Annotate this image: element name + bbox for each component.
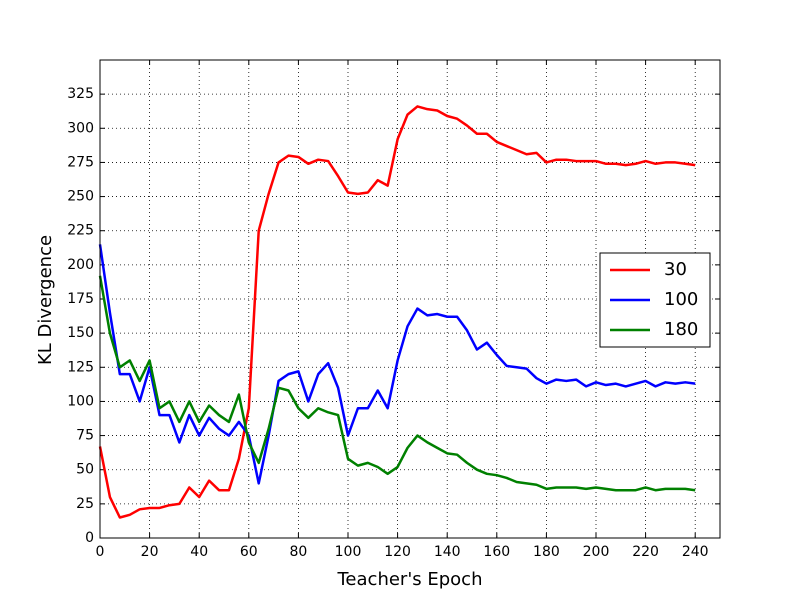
- x-tick-label: 220: [632, 544, 659, 560]
- x-tick-label: 180: [533, 544, 560, 560]
- y-axis-label: KL Divergence: [35, 235, 56, 365]
- data-line: [98, 105, 696, 519]
- y-tick-label: 250: [67, 189, 94, 205]
- data-line: [98, 275, 696, 492]
- y-tick-label: 125: [67, 359, 94, 375]
- x-tick-label: 20: [141, 544, 159, 560]
- y-tick-label: 325: [67, 86, 94, 102]
- y-tick-label: 300: [67, 120, 94, 136]
- legend-label: 100: [664, 289, 698, 310]
- x-tick-label: 80: [289, 544, 307, 560]
- x-tick-label: 160: [483, 544, 510, 560]
- x-tick-label: 120: [384, 544, 411, 560]
- x-tick-label: 100: [335, 544, 362, 560]
- y-tick-label: 25: [76, 496, 94, 512]
- plot-frame: [99, 59, 721, 539]
- y-tick-label: 100: [67, 393, 94, 409]
- y-tick-label: 200: [67, 257, 94, 273]
- y-tick-label: 50: [76, 462, 94, 478]
- y-tick-label: 75: [76, 428, 94, 444]
- y-tick-label: 0: [85, 530, 94, 546]
- x-tick-label: 240: [682, 544, 709, 560]
- x-axis-label: Teacher's Epoch: [337, 569, 483, 590]
- x-tick-label: 0: [96, 544, 105, 560]
- data-line: [98, 244, 696, 485]
- y-tick-label: 150: [67, 325, 94, 341]
- x-tick-label: 200: [583, 544, 610, 560]
- legend-label: 30: [664, 259, 687, 280]
- x-tick-label: 60: [240, 544, 258, 560]
- x-tick-label: 140: [434, 544, 461, 560]
- y-tick-label: 275: [67, 154, 94, 170]
- x-tick-label: 40: [190, 544, 208, 560]
- y-tick-label: 225: [67, 223, 94, 239]
- legend-label: 180: [664, 319, 698, 340]
- y-tick-label: 175: [67, 291, 94, 307]
